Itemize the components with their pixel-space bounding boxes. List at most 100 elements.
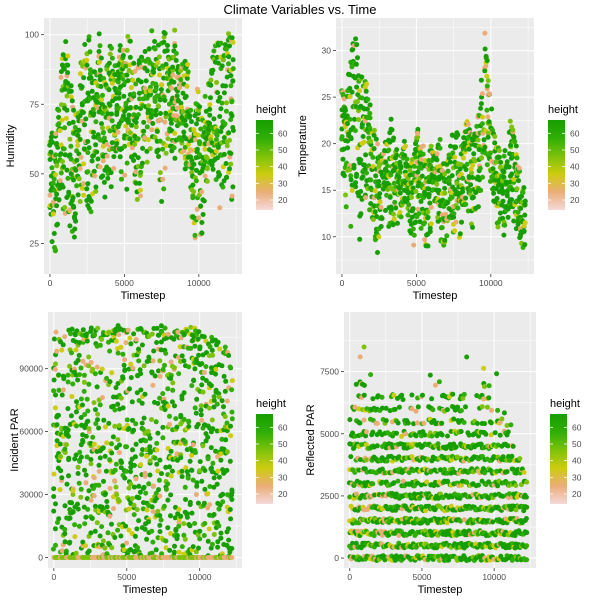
data-point — [140, 447, 145, 453]
data-point — [415, 206, 421, 212]
data-point — [206, 526, 212, 532]
data-point — [47, 192, 53, 198]
data-point — [511, 218, 517, 224]
data-point — [75, 143, 81, 148]
data-point — [71, 234, 77, 240]
data-point — [353, 540, 359, 546]
data-point — [397, 169, 403, 175]
data-point — [195, 132, 201, 138]
data-point — [62, 446, 68, 452]
data-point — [360, 174, 366, 180]
data-point — [480, 466, 486, 472]
data-point — [62, 531, 68, 537]
data-point — [83, 116, 89, 122]
data-point — [120, 543, 126, 549]
data-point — [486, 395, 492, 401]
data-point — [149, 331, 155, 337]
data-point — [105, 530, 111, 536]
data-point — [202, 468, 208, 473]
data-point — [226, 353, 232, 358]
data-point — [484, 404, 490, 410]
data-point — [168, 448, 174, 454]
data-point — [515, 209, 521, 215]
y-tick-label: 90000 — [19, 364, 43, 374]
data-point — [163, 110, 169, 116]
data-point — [408, 180, 414, 186]
data-point — [156, 477, 162, 483]
data-point — [85, 418, 91, 424]
data-point — [163, 143, 169, 149]
data-point — [117, 154, 123, 160]
data-point — [209, 541, 215, 547]
data-point — [474, 421, 480, 426]
data-point — [349, 89, 355, 95]
data-point — [111, 166, 117, 171]
data-point — [169, 468, 175, 474]
data-point — [100, 130, 106, 136]
data-point — [121, 47, 126, 53]
data-point — [174, 113, 180, 119]
data-point — [184, 511, 190, 517]
data-point — [87, 67, 93, 73]
data-point — [56, 121, 62, 127]
y-tick-label: 10 — [322, 232, 332, 242]
data-point — [56, 114, 62, 120]
data-point — [392, 406, 398, 412]
data-point — [136, 518, 142, 524]
data-point — [163, 114, 169, 120]
data-point — [219, 436, 225, 442]
data-point — [415, 130, 421, 136]
legend-tick-label: 40 — [570, 162, 580, 172]
data-point — [160, 146, 166, 152]
data-point — [460, 395, 466, 401]
data-point — [487, 150, 493, 156]
data-point — [193, 549, 199, 555]
data-point — [76, 352, 82, 358]
data-point — [140, 486, 146, 491]
data-point — [65, 406, 71, 412]
data-point — [217, 346, 223, 352]
data-point — [73, 167, 79, 173]
data-point — [139, 160, 145, 166]
data-point — [415, 480, 421, 486]
data-point — [119, 176, 124, 182]
data-point — [371, 132, 377, 138]
data-point — [229, 489, 235, 495]
data-point — [457, 166, 463, 172]
data-point — [460, 186, 466, 192]
data-point — [405, 420, 411, 426]
data-point — [447, 159, 453, 165]
data-point — [104, 375, 110, 381]
data-point — [507, 118, 513, 124]
data-point — [434, 151, 440, 157]
data-point — [391, 180, 397, 186]
data-point — [157, 170, 163, 176]
data-point — [66, 189, 72, 195]
data-point — [524, 543, 530, 549]
data-point — [451, 416, 457, 422]
data-point — [97, 67, 103, 73]
data-point — [100, 445, 106, 451]
data-point — [100, 143, 106, 149]
data-point — [221, 151, 227, 157]
data-point — [89, 158, 95, 164]
data-point — [121, 93, 127, 99]
data-point — [194, 121, 199, 127]
data-point — [96, 49, 102, 54]
data-point — [367, 207, 373, 213]
data-point — [125, 34, 131, 39]
data-point — [129, 399, 135, 405]
data-point — [393, 205, 399, 211]
data-point — [217, 172, 223, 178]
data-point — [101, 179, 107, 185]
data-point — [67, 223, 73, 229]
data-point — [391, 135, 397, 141]
data-point — [227, 43, 232, 49]
data-point — [192, 137, 198, 143]
data-point — [207, 106, 213, 112]
data-point — [210, 352, 215, 358]
data-point — [82, 521, 88, 527]
data-point — [218, 457, 224, 463]
data-point — [383, 208, 388, 213]
